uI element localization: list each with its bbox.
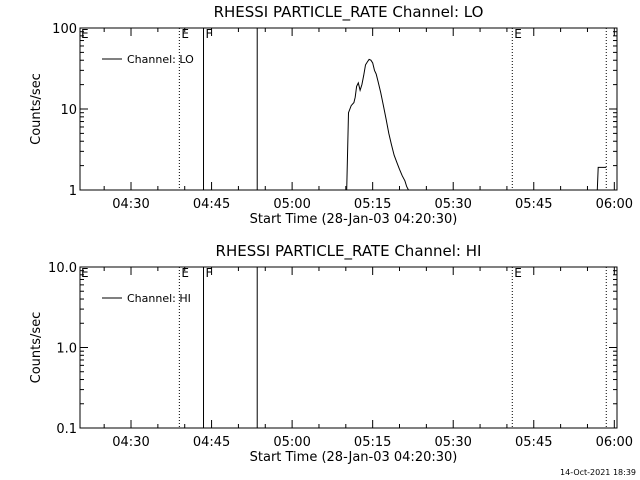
event-marker-label: E	[81, 266, 89, 280]
legend-label: Channel: HI	[127, 292, 191, 305]
y-tick-label: 100	[52, 22, 77, 37]
chart-title: RHESSI PARTICLE_RATE Channel: HI	[216, 242, 482, 261]
rate-series-line	[596, 166, 607, 191]
x-axis-label: Start Time (28-Jan-03 04:20:30)	[250, 212, 458, 227]
event-marker-label: E	[514, 266, 522, 280]
panel-lo: RHESSI PARTICLE_RATE Channel: LO 1 10 100 04…	[29, 3, 633, 227]
x-tick-label: 05:00	[273, 435, 310, 450]
y-tick-label: 10.0	[48, 261, 77, 276]
x-tick-label: 06:00	[596, 435, 633, 450]
event-marker-label: E	[514, 27, 522, 41]
rate-series-line	[346, 58, 409, 191]
x-tick-label: 06:00	[596, 197, 633, 212]
x-tick-label: 04:30	[112, 435, 149, 450]
event-marker-label: F	[206, 27, 213, 41]
x-tick-label: 05:30	[434, 197, 471, 212]
legend-label: Channel: LO	[127, 53, 194, 66]
x-tick-label: 05:15	[354, 197, 391, 212]
x-axis-label: Start Time (28-Jan-03 04:20:30)	[250, 450, 458, 465]
x-tick-label: 04:30	[112, 197, 149, 212]
y-tick-label: 1	[69, 184, 77, 199]
y-tick-label: 1.0	[56, 342, 77, 357]
event-marker-label: E	[181, 27, 189, 41]
x-tick-label: 05:00	[273, 197, 310, 212]
event-marker-label: E	[81, 27, 89, 41]
event-marker-label: F	[206, 266, 213, 280]
x-tick-label: 05:15	[354, 435, 391, 450]
y-axis-label: Counts/sec	[29, 312, 44, 384]
y-tick-label: 0.1	[56, 422, 77, 437]
x-tick-label: 05:45	[515, 197, 552, 212]
x-tick-label: 04:45	[193, 197, 230, 212]
panel-hi: RHESSI PARTICLE_RATE Channel: HI 0.1 1.0 10…	[29, 242, 633, 465]
x-tick-label: 05:30	[434, 435, 471, 450]
timestamp-label: 14-Oct-2021 18:39	[560, 468, 636, 477]
chart-title: RHESSI PARTICLE_RATE Channel: LO	[214, 3, 484, 22]
x-tick-label: 04:45	[193, 435, 230, 450]
y-axis-label: Counts/sec	[29, 73, 44, 145]
y-tick-label: 10	[60, 103, 77, 118]
event-marker-label: E	[181, 266, 189, 280]
x-tick-label: 05:45	[515, 435, 552, 450]
